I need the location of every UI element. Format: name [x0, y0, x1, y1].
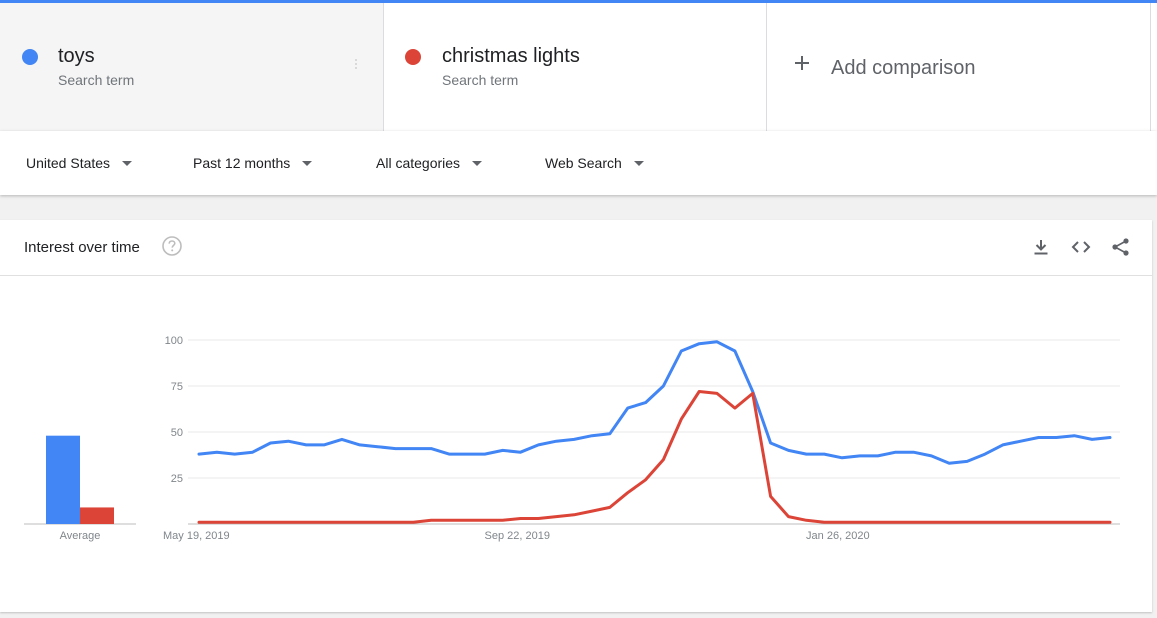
search-term-christmas-lights[interactable]: christmas lights Search term — [384, 3, 767, 131]
toys-color-dot — [22, 49, 38, 65]
top-accent-line — [0, 0, 1157, 3]
download-icon[interactable] — [1031, 237, 1051, 257]
y-tick-label: 25 — [171, 473, 183, 485]
y-tick-label: 75 — [171, 381, 183, 393]
average-bar-christmas-lights — [80, 507, 114, 524]
x-tick-label: Jan 26, 2020 — [806, 530, 870, 542]
help-icon[interactable] — [161, 235, 183, 257]
region-value: United States — [26, 155, 111, 171]
search-term-type: Search term — [58, 72, 135, 88]
category-value: All categories — [376, 155, 461, 171]
series-line-toys — [197, 340, 1112, 465]
x-tick-label: Sep 22, 2019 — [485, 530, 550, 542]
search-term-type: Search term — [442, 72, 519, 88]
search-property-value: Web Search — [545, 155, 622, 171]
christmas-lights-color-dot — [405, 49, 421, 65]
search-term-name: christmas lights — [442, 45, 580, 67]
category-dropdown[interactable]: All categories — [376, 131, 483, 195]
x-tick-label: May 19, 2019 — [163, 530, 230, 542]
time-range-value: Past 12 months — [193, 155, 291, 171]
chevron-down-icon — [122, 160, 133, 166]
average-bar-toys — [46, 435, 80, 524]
chevron-down-icon — [472, 160, 483, 166]
add-comparison-label: Add comparison — [831, 57, 976, 79]
y-tick-label: 50 — [171, 427, 183, 439]
filter-bar: United States Past 12 months All categor… — [0, 131, 1157, 195]
chevron-down-icon — [302, 160, 313, 166]
card-header: Interest over time — [0, 220, 1152, 276]
add-comparison-button[interactable]: Add comparison — [767, 3, 1151, 131]
share-icon[interactable] — [1111, 237, 1131, 257]
average-label: Average — [60, 530, 101, 542]
embed-icon[interactable] — [1071, 237, 1091, 257]
search-property-dropdown[interactable]: Web Search — [545, 131, 644, 195]
more-options-icon[interactable] — [350, 57, 362, 77]
comparison-bar: toys Search term christmas lights Search… — [0, 3, 1157, 132]
search-term-toys[interactable]: toys Search term — [0, 3, 384, 131]
plus-icon — [795, 56, 809, 70]
time-range-dropdown[interactable]: Past 12 months — [193, 131, 313, 195]
search-term-name: toys — [58, 45, 95, 67]
card-title: Interest over time — [24, 239, 140, 256]
y-tick-label: 100 — [165, 335, 183, 347]
chevron-down-icon — [633, 160, 644, 166]
region-dropdown[interactable]: United States — [26, 131, 133, 195]
interest-over-time-chart: 25 50 75 100 May 19, 2019 Sep 22, 2019 Jan 26,… — [24, 335, 1120, 542]
interest-over-time-card: Interest over time 25 50 75 100 May 19, 2019… — [0, 220, 1152, 612]
series-line-christmas-lights — [197, 390, 1112, 524]
